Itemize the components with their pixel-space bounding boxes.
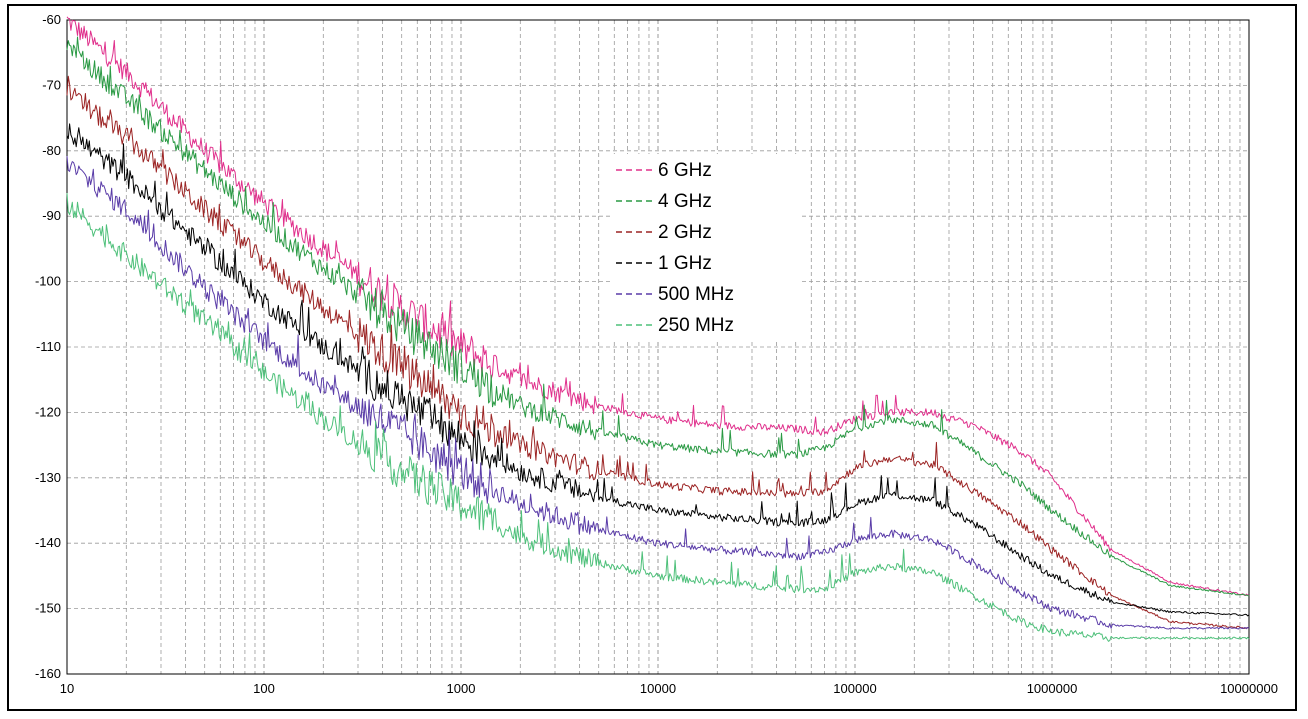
legend-label: 1 GHz	[658, 253, 712, 274]
series-line-1-ghz	[66, 123, 1250, 617]
chart-frame	[7, 4, 1297, 711]
y-tick-label: -160	[35, 666, 61, 681]
series-line-6-ghz	[66, 16, 1250, 597]
y-tick-label: -100	[35, 274, 61, 289]
legend-box	[610, 154, 800, 342]
series-line-4-ghz	[66, 36, 1250, 597]
x-tick-label: 10000	[640, 681, 676, 696]
x-tick-label: 10000000	[1220, 681, 1278, 696]
x-tick-label: 10	[60, 681, 74, 696]
series-line-500-mhz	[66, 155, 1250, 630]
legend-label: 4 GHz	[658, 191, 712, 212]
y-tick-label: -70	[42, 77, 61, 92]
x-tick-label: 100	[253, 681, 275, 696]
y-tick-label: -90	[42, 208, 61, 223]
legend-label: 2 GHz	[658, 222, 712, 243]
y-axis-tick-labels: -60 -70 -80 -90 -100 -110 -120 -130 -140 -150 -160	[35, 12, 61, 681]
legend-label: 500 MHz	[658, 284, 734, 305]
y-tick-label: -150	[35, 601, 61, 616]
x-tick-label: 1000000	[1027, 681, 1078, 696]
y-tick-label: -110	[36, 339, 61, 354]
y-tick-label: -140	[35, 535, 61, 550]
series-line-250-mhz	[66, 192, 1250, 642]
y-tick-label: -120	[35, 404, 61, 419]
legend: 6 GHz 4 GHz 2 GHz 1 GHz 500 MHz 250 MHz	[610, 154, 800, 342]
y-tick-label: -80	[42, 143, 61, 158]
y-tick-label: -60	[42, 12, 61, 27]
plot-area-border	[66, 19, 1250, 675]
series-line-2-ghz	[66, 75, 1250, 629]
x-tick-label: 100000	[833, 681, 876, 696]
legend-label: 250 MHz	[658, 315, 734, 336]
y-tick-label: -130	[35, 470, 61, 485]
x-tick-label: 1000	[447, 681, 476, 696]
series-group	[66, 16, 1250, 642]
x-axis-tick-labels: 10 100 1000 10000 100000 1000000 10000000	[60, 681, 1278, 696]
legend-label: 6 GHz	[658, 160, 712, 181]
